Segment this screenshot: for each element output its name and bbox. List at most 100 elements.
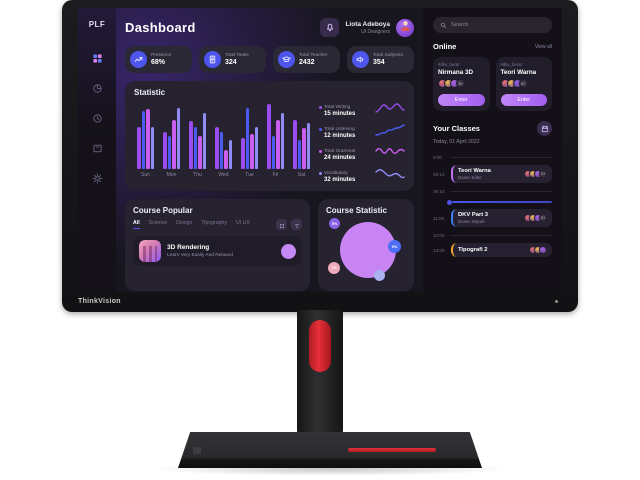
sparkline (375, 145, 405, 164)
course-statistic-card: Course Statistic 5% 9% 7% (318, 199, 414, 291)
classes-title: Your Classes (433, 124, 480, 133)
legend-item: Total Grammar 24 minutes (319, 145, 405, 164)
timeline-dotted-line (451, 190, 552, 192)
main-content: Dashboard Liota Adeboya UI Designers Pre… (116, 8, 423, 292)
timeline-time-row: 12:00 (433, 229, 552, 241)
sidebar-item-dashboard[interactable] (90, 53, 104, 67)
timeline-time-row: 09:15 (433, 185, 552, 197)
view-all-link[interactable]: View all (534, 43, 552, 50)
statistic-body: Sun Mon Thu Wed Tue Fri Sat Total Writing 15 mi… (134, 101, 405, 186)
class-info: Tipografi 2 (458, 247, 488, 253)
search-input[interactable] (451, 22, 545, 28)
extra-count-badge: 2+ (539, 214, 547, 222)
stat-card: Total Subjects 354 (347, 46, 414, 73)
gear-icon (91, 171, 103, 189)
tab-science[interactable]: Science (148, 220, 168, 226)
online-room-card[interactable]: #dkv_berat Nirmana 3D 3+ Enter (433, 57, 490, 111)
day-label: Sun (141, 172, 150, 178)
monitor-bezel: PLF Dashboard Liota Adeboya UI Designers (62, 0, 578, 312)
monitor-stand (297, 310, 343, 438)
base-red-accent (348, 447, 437, 452)
bar (306, 122, 310, 169)
bar-group: Sun (137, 101, 154, 186)
clock-icon (92, 111, 103, 129)
legend-dot (319, 127, 322, 131)
sidebar-item-settings[interactable] (90, 173, 104, 187)
bars (163, 101, 180, 169)
avatar-group: 4+ (500, 79, 548, 88)
timeline-time: 9:00 (433, 154, 442, 160)
bar (280, 113, 284, 169)
sidebar-item-analytics[interactable] (90, 83, 104, 97)
grid-small-button[interactable] (276, 219, 287, 230)
class-name: DKV Part 3 (458, 212, 488, 218)
course-item[interactable]: 3D Rendering Learn Very Easily And Relax… (133, 236, 302, 266)
day-label: Thu (193, 172, 202, 178)
legend-dot (319, 171, 322, 175)
class-card[interactable]: Teori Warna Dosen Killer 1+ (451, 165, 552, 183)
stat-value: 2432 (299, 59, 315, 66)
bar (172, 120, 176, 169)
room-name: Nirmana 3D (438, 69, 473, 76)
legend-label-text: Vocabulary (324, 170, 348, 176)
person-icon (399, 19, 412, 37)
day-label: Mon (166, 172, 177, 178)
timeline-time: 12:00 (433, 232, 445, 238)
bar-group: Mon (163, 101, 180, 186)
member-avatar (539, 246, 547, 254)
enter-button[interactable]: Enter (500, 94, 547, 106)
calendar-icon (541, 121, 549, 136)
main-header: Dashboard Liota Adeboya UI Designers (125, 18, 414, 37)
sidebar-item-archive[interactable] (90, 143, 104, 157)
bar (297, 140, 301, 169)
avatar-group (529, 246, 547, 254)
tab-design[interactable]: Design (176, 220, 193, 226)
user-avatar[interactable] (396, 18, 414, 37)
tab-all[interactable]: All (133, 220, 140, 229)
user-name: Liota Adeboya (345, 20, 390, 28)
search-icon (440, 22, 447, 29)
statistic-title: Statistic (134, 88, 166, 97)
teacher-icon (278, 51, 295, 68)
now-dot (447, 199, 452, 205)
timeline-time: 13:00 (433, 247, 445, 253)
classes-header: Your Classes (433, 121, 552, 136)
header-right: Liota Adeboya UI Designers (320, 18, 414, 37)
timeline-time-row: 9:00 (433, 151, 552, 163)
brand-logo: ThinkVision (78, 297, 121, 305)
tab-tipography[interactable]: Tipography (201, 220, 228, 226)
stat-card: Total Tasks 324 (199, 46, 266, 73)
course-action-circle[interactable] (281, 243, 296, 259)
sidebar-item-history[interactable] (90, 113, 104, 127)
calendar-button[interactable] (537, 121, 552, 136)
class-card[interactable]: DKV Part 3 Dosen Sepuh 2+ (451, 209, 552, 227)
trend-icon (130, 51, 147, 68)
course-tabs: All Science Design Tipography UI UX (133, 220, 250, 229)
bar (228, 140, 232, 169)
filter-button[interactable] (291, 219, 302, 230)
legend-label: Vocabulary (319, 171, 355, 176)
chart-legend: Total Writing 15 minutes Total Listening 12… (313, 101, 405, 186)
class-name: Tipografi 2 (458, 247, 488, 253)
power-led (555, 299, 558, 303)
bar (254, 126, 258, 169)
class-card[interactable]: Tipografi 2 (451, 243, 552, 257)
tab-ui-ux[interactable]: UI UX (236, 220, 250, 226)
page-title: Dashboard (125, 20, 196, 35)
online-room-card[interactable]: #dkv_berat Teori Warna 4+ Enter (495, 57, 552, 111)
pie-icon (92, 81, 103, 99)
course-statistic-title: Course Statistic (326, 206, 387, 215)
stand-red-accent (309, 320, 331, 372)
class-teacher: Dosen Sepuh (458, 219, 485, 224)
bar (271, 136, 275, 169)
timeline-time: 09:13 (433, 171, 445, 177)
bars (137, 101, 154, 169)
course-popular-card: Course Popular All Science Design Tipograph… (125, 199, 310, 291)
sparkline (375, 101, 405, 120)
enter-button[interactable]: Enter (438, 94, 485, 106)
notifications-button[interactable] (320, 18, 340, 37)
bar (163, 131, 167, 169)
class-teacher: Dosen Killer (458, 175, 482, 180)
bar (137, 126, 141, 169)
stat-value: 68% (151, 59, 166, 66)
